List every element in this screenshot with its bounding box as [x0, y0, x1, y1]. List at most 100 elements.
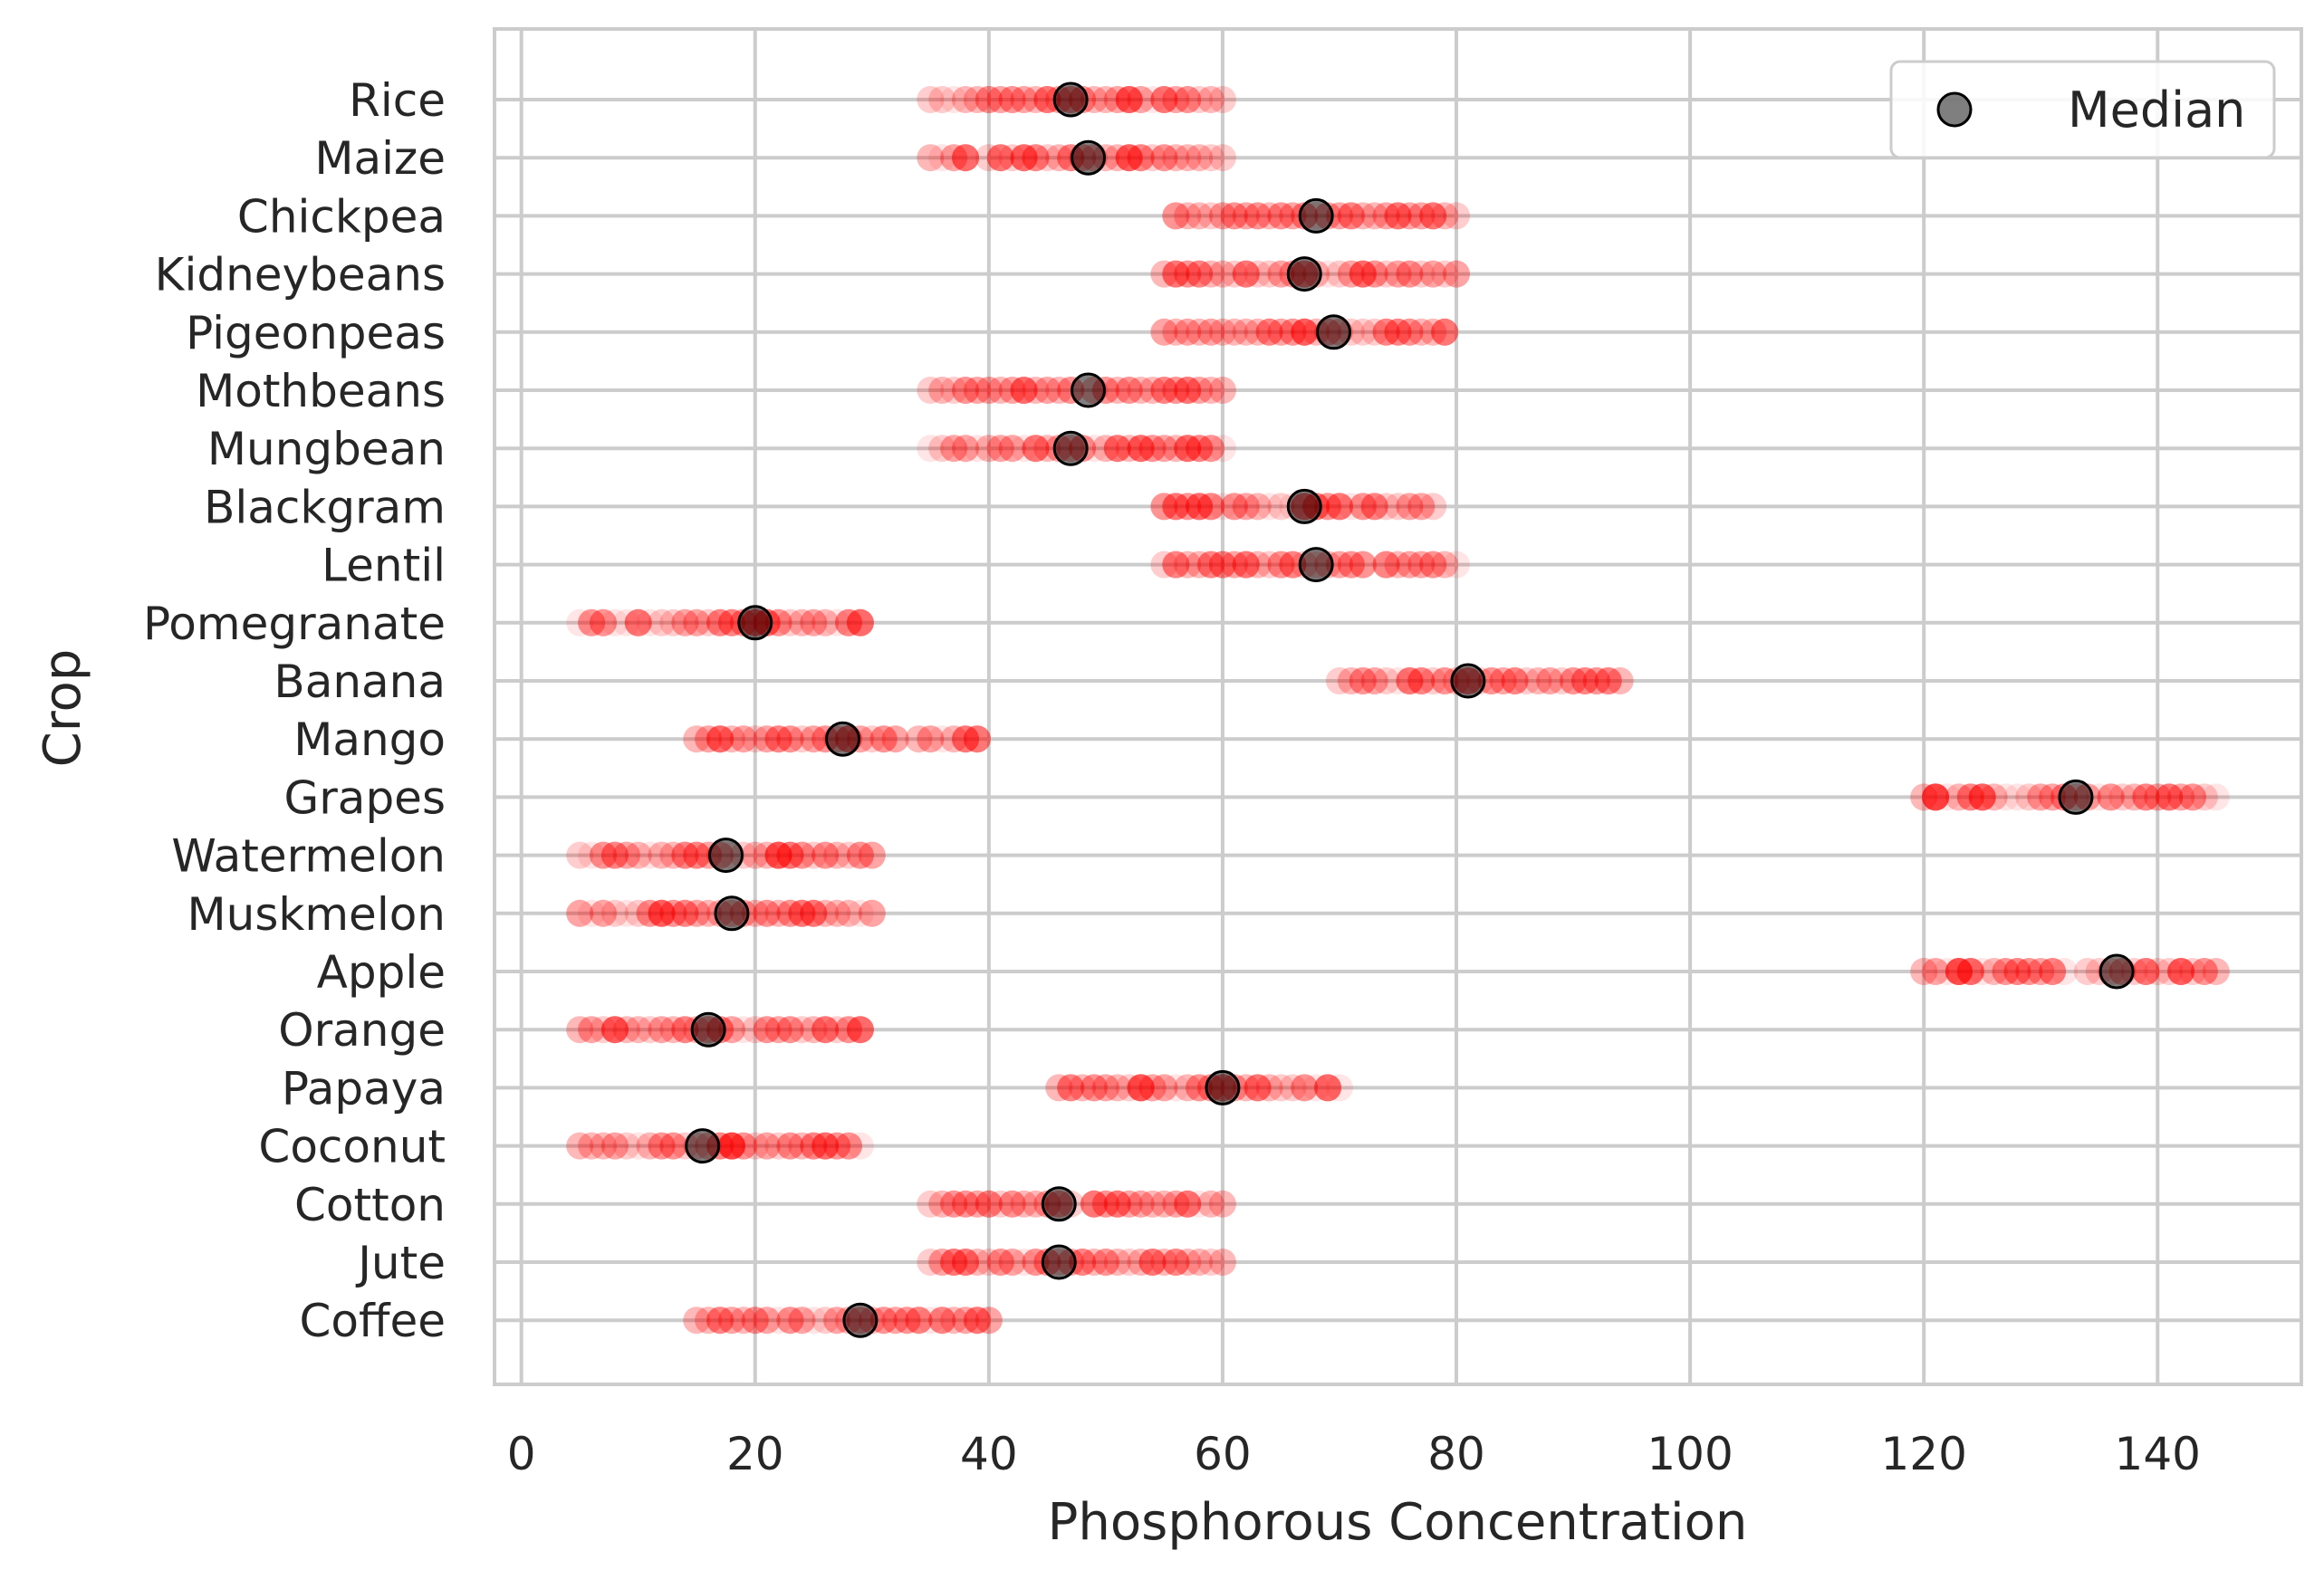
data-point	[1349, 667, 1377, 694]
data-point	[695, 725, 723, 753]
median-marker	[708, 838, 744, 874]
data-point	[1501, 667, 1529, 694]
data-point	[1325, 260, 1353, 288]
data-point	[2120, 783, 2148, 811]
data-point	[2039, 783, 2067, 811]
data-point	[1022, 435, 1050, 463]
data-point	[659, 841, 687, 869]
data-point	[1384, 493, 1412, 521]
data-point	[1255, 318, 1283, 346]
data-point	[683, 841, 711, 869]
data-point	[823, 899, 851, 927]
data-point	[1314, 493, 1342, 521]
data-point	[952, 435, 980, 463]
data-point	[2027, 783, 2055, 811]
data-point	[1186, 377, 1214, 404]
data-point	[1208, 86, 1236, 113]
data-point	[788, 841, 816, 869]
data-point	[1431, 260, 1459, 288]
data-point	[612, 841, 640, 869]
data-point	[1489, 667, 1517, 694]
data-point	[1232, 202, 1260, 230]
data-point	[1244, 202, 1272, 230]
data-point	[1127, 144, 1155, 172]
data-point	[1174, 144, 1202, 172]
x-tick-label: 20	[726, 1428, 784, 1480]
data-point	[1220, 550, 1248, 579]
data-point	[1419, 318, 1447, 346]
data-point	[1232, 260, 1260, 288]
data-point	[1232, 260, 1260, 288]
data-point	[1337, 550, 1365, 579]
data-point	[1349, 202, 1377, 230]
data-point	[776, 1016, 804, 1044]
data-point	[1022, 435, 1050, 463]
data-point	[578, 841, 606, 869]
data-point	[1010, 377, 1038, 404]
data-point	[1922, 783, 1950, 811]
median-marker	[1286, 488, 1322, 524]
data-point	[776, 725, 804, 753]
data-point	[881, 725, 909, 753]
data-point	[1197, 435, 1225, 463]
data-point	[1419, 260, 1447, 288]
data-point	[764, 841, 792, 869]
data-point	[952, 144, 980, 172]
data-point	[1138, 144, 1167, 172]
data-point	[1174, 435, 1202, 463]
data-point	[963, 86, 991, 113]
data-point	[1407, 550, 1436, 579]
data-point	[1186, 435, 1214, 463]
data-point	[917, 377, 945, 404]
data-point	[2144, 783, 2172, 811]
data-point	[788, 899, 816, 927]
data-point	[1349, 260, 1377, 288]
data-point	[788, 608, 816, 637]
data-point	[1279, 202, 1307, 230]
data-point	[1384, 260, 1412, 288]
data-point	[834, 608, 862, 637]
data-point	[1325, 550, 1353, 579]
data-point	[1384, 202, 1412, 230]
data-point	[1337, 202, 1365, 230]
data-point	[776, 899, 804, 927]
data-point	[1244, 550, 1272, 579]
data-point	[1010, 144, 1038, 172]
data-point	[1115, 144, 1143, 172]
data-point	[1162, 550, 1190, 579]
data-point	[1501, 667, 1529, 694]
data-point	[928, 86, 956, 113]
data-point	[659, 841, 687, 869]
data-point	[1208, 260, 1236, 288]
data-point	[811, 841, 840, 869]
data-point	[1103, 435, 1131, 463]
data-point	[1279, 318, 1307, 346]
data-point	[963, 725, 991, 753]
data-point	[1992, 958, 2020, 985]
data-point	[788, 725, 816, 753]
data-point	[1325, 202, 1353, 230]
data-point	[1150, 86, 1178, 113]
data-point	[1220, 202, 1248, 230]
data-point	[800, 841, 828, 869]
data-point	[1945, 783, 1973, 811]
data-point	[764, 841, 792, 869]
data-point	[1174, 260, 1202, 288]
data-point	[940, 435, 968, 463]
data-point	[1174, 144, 1202, 172]
data-point	[683, 899, 711, 927]
median-marker	[1286, 256, 1322, 292]
data-point	[1349, 260, 1377, 288]
data-point	[1279, 550, 1307, 579]
data-point	[1291, 318, 1319, 346]
data-point	[636, 899, 664, 927]
data-point	[1337, 202, 1365, 230]
data-point	[1360, 493, 1388, 521]
data-point	[986, 144, 1014, 172]
data-point	[590, 608, 618, 637]
data-point	[1197, 1190, 1225, 1218]
data-point	[1150, 493, 1178, 521]
data-point	[1384, 550, 1412, 579]
data-point	[706, 725, 735, 753]
data-point	[1115, 144, 1143, 172]
